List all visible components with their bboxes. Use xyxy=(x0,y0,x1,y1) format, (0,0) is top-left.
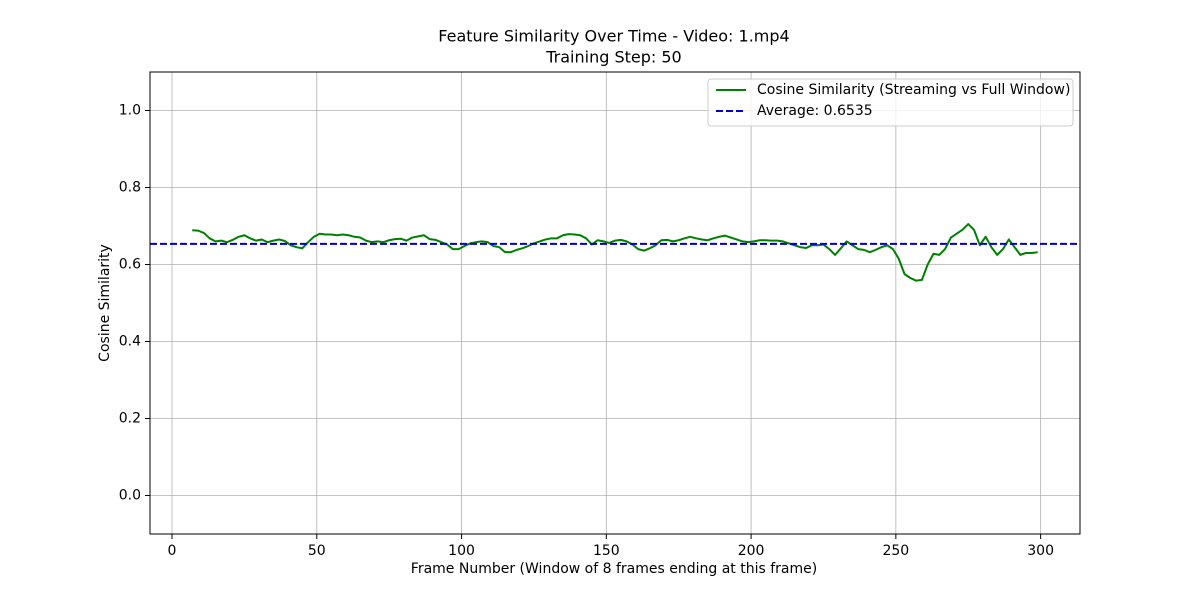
x-tick-label: 300 xyxy=(1027,543,1054,559)
x-tick-label: 100 xyxy=(448,543,475,559)
legend-box xyxy=(707,78,1074,127)
data-line xyxy=(192,223,1038,282)
legend-label: Cosine Similarity (Streaming vs Full Win… xyxy=(757,82,1070,98)
x-tick-label: 0 xyxy=(168,543,177,559)
x-tick-label: 200 xyxy=(738,543,765,559)
y-tick-label: 0.0 xyxy=(119,488,141,504)
y-tick-label: 1.0 xyxy=(119,103,141,119)
plot-frame xyxy=(149,71,1081,535)
legend-label: Average: 0.6535 xyxy=(757,103,873,119)
y-axis-label: Cosine Similarity xyxy=(97,244,113,362)
chart-title: Feature Similarity Over Time - Video: 1.… xyxy=(438,27,789,46)
y-tick-label: 0.2 xyxy=(119,411,141,427)
x-tick-label: 250 xyxy=(882,543,909,559)
x-tick-label: 50 xyxy=(308,543,326,559)
chart-subtitle: Training Step: 50 xyxy=(545,48,681,67)
y-tick-label: 0.4 xyxy=(119,334,141,350)
y-tick-label: 0.8 xyxy=(119,180,141,196)
x-tick-label: 150 xyxy=(593,543,620,559)
y-tick-label: 0.6 xyxy=(119,257,141,273)
x-axis-label: Frame Number (Window of 8 frames ending … xyxy=(411,561,817,577)
